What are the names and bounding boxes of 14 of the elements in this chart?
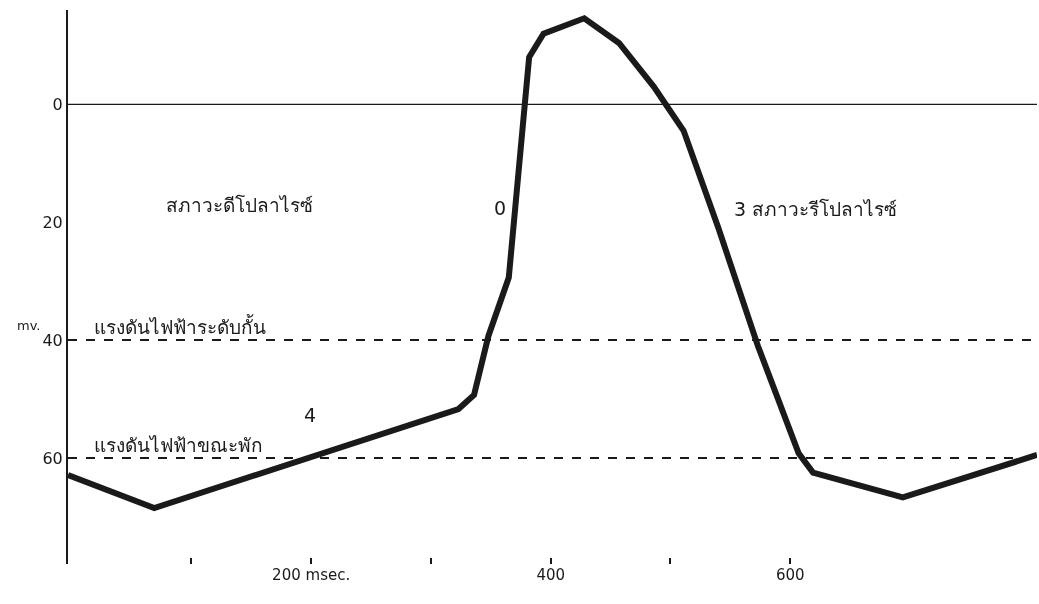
- ref-line-label: แรงดันไฟฟ้าระดับกั้น: [94, 314, 266, 338]
- y-tick-label: 20: [42, 212, 63, 232]
- annotation: 0: [494, 197, 507, 219]
- x-tick-label: 200 msec.: [272, 566, 351, 584]
- y-tick-label: 40: [42, 330, 63, 350]
- x-tick-label: 600: [775, 566, 805, 584]
- y-tick-label: 60: [42, 448, 63, 468]
- annotation: 3 สภาวะรีโปลาไรซ์: [734, 198, 898, 220]
- y-tick-label: 0: [52, 94, 63, 114]
- y-axis-title: mv.: [17, 318, 41, 333]
- annotation: สภาวะดีโปลาไรซ์: [166, 194, 313, 216]
- ref-line-label: แรงดันไฟฟ้าขณะพัก: [94, 434, 263, 456]
- x-tick-label: 400: [536, 566, 566, 584]
- annotation: 4: [304, 404, 317, 426]
